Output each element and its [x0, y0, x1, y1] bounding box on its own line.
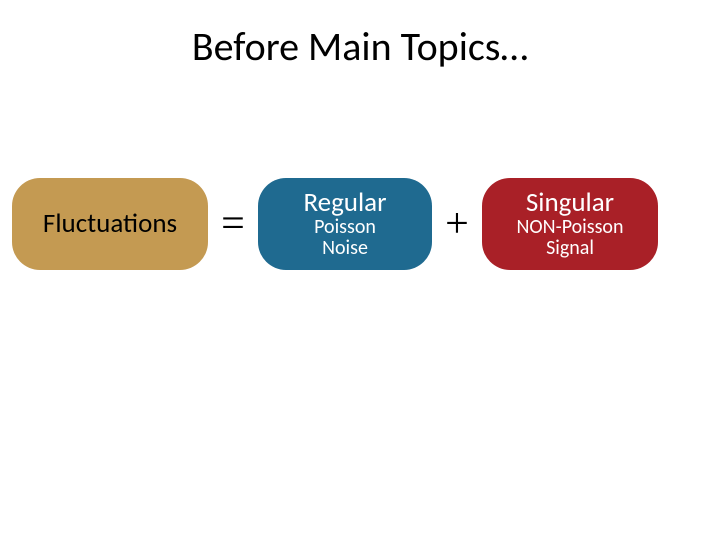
fluctuations-box: Fluctuations	[12, 178, 208, 270]
page-title: Before Main Topics…	[0, 22, 720, 71]
singular-sub1: NON-Poisson	[517, 217, 624, 238]
fluctuations-label: Fluctuations	[43, 210, 177, 238]
regular-title: Regular	[303, 189, 386, 217]
equals-operator: =	[208, 200, 258, 248]
plus-operator: +	[432, 200, 482, 248]
regular-box: Regular Poisson Noise	[258, 178, 432, 270]
regular-sub2: Noise	[322, 238, 368, 259]
singular-title: Singular	[526, 189, 614, 217]
equation-row: Fluctuations = Regular Poisson Noise + S…	[12, 178, 658, 270]
singular-box: Singular NON-Poisson Signal	[482, 178, 658, 270]
singular-sub2: Signal	[546, 238, 594, 259]
regular-sub1: Poisson	[314, 217, 376, 238]
